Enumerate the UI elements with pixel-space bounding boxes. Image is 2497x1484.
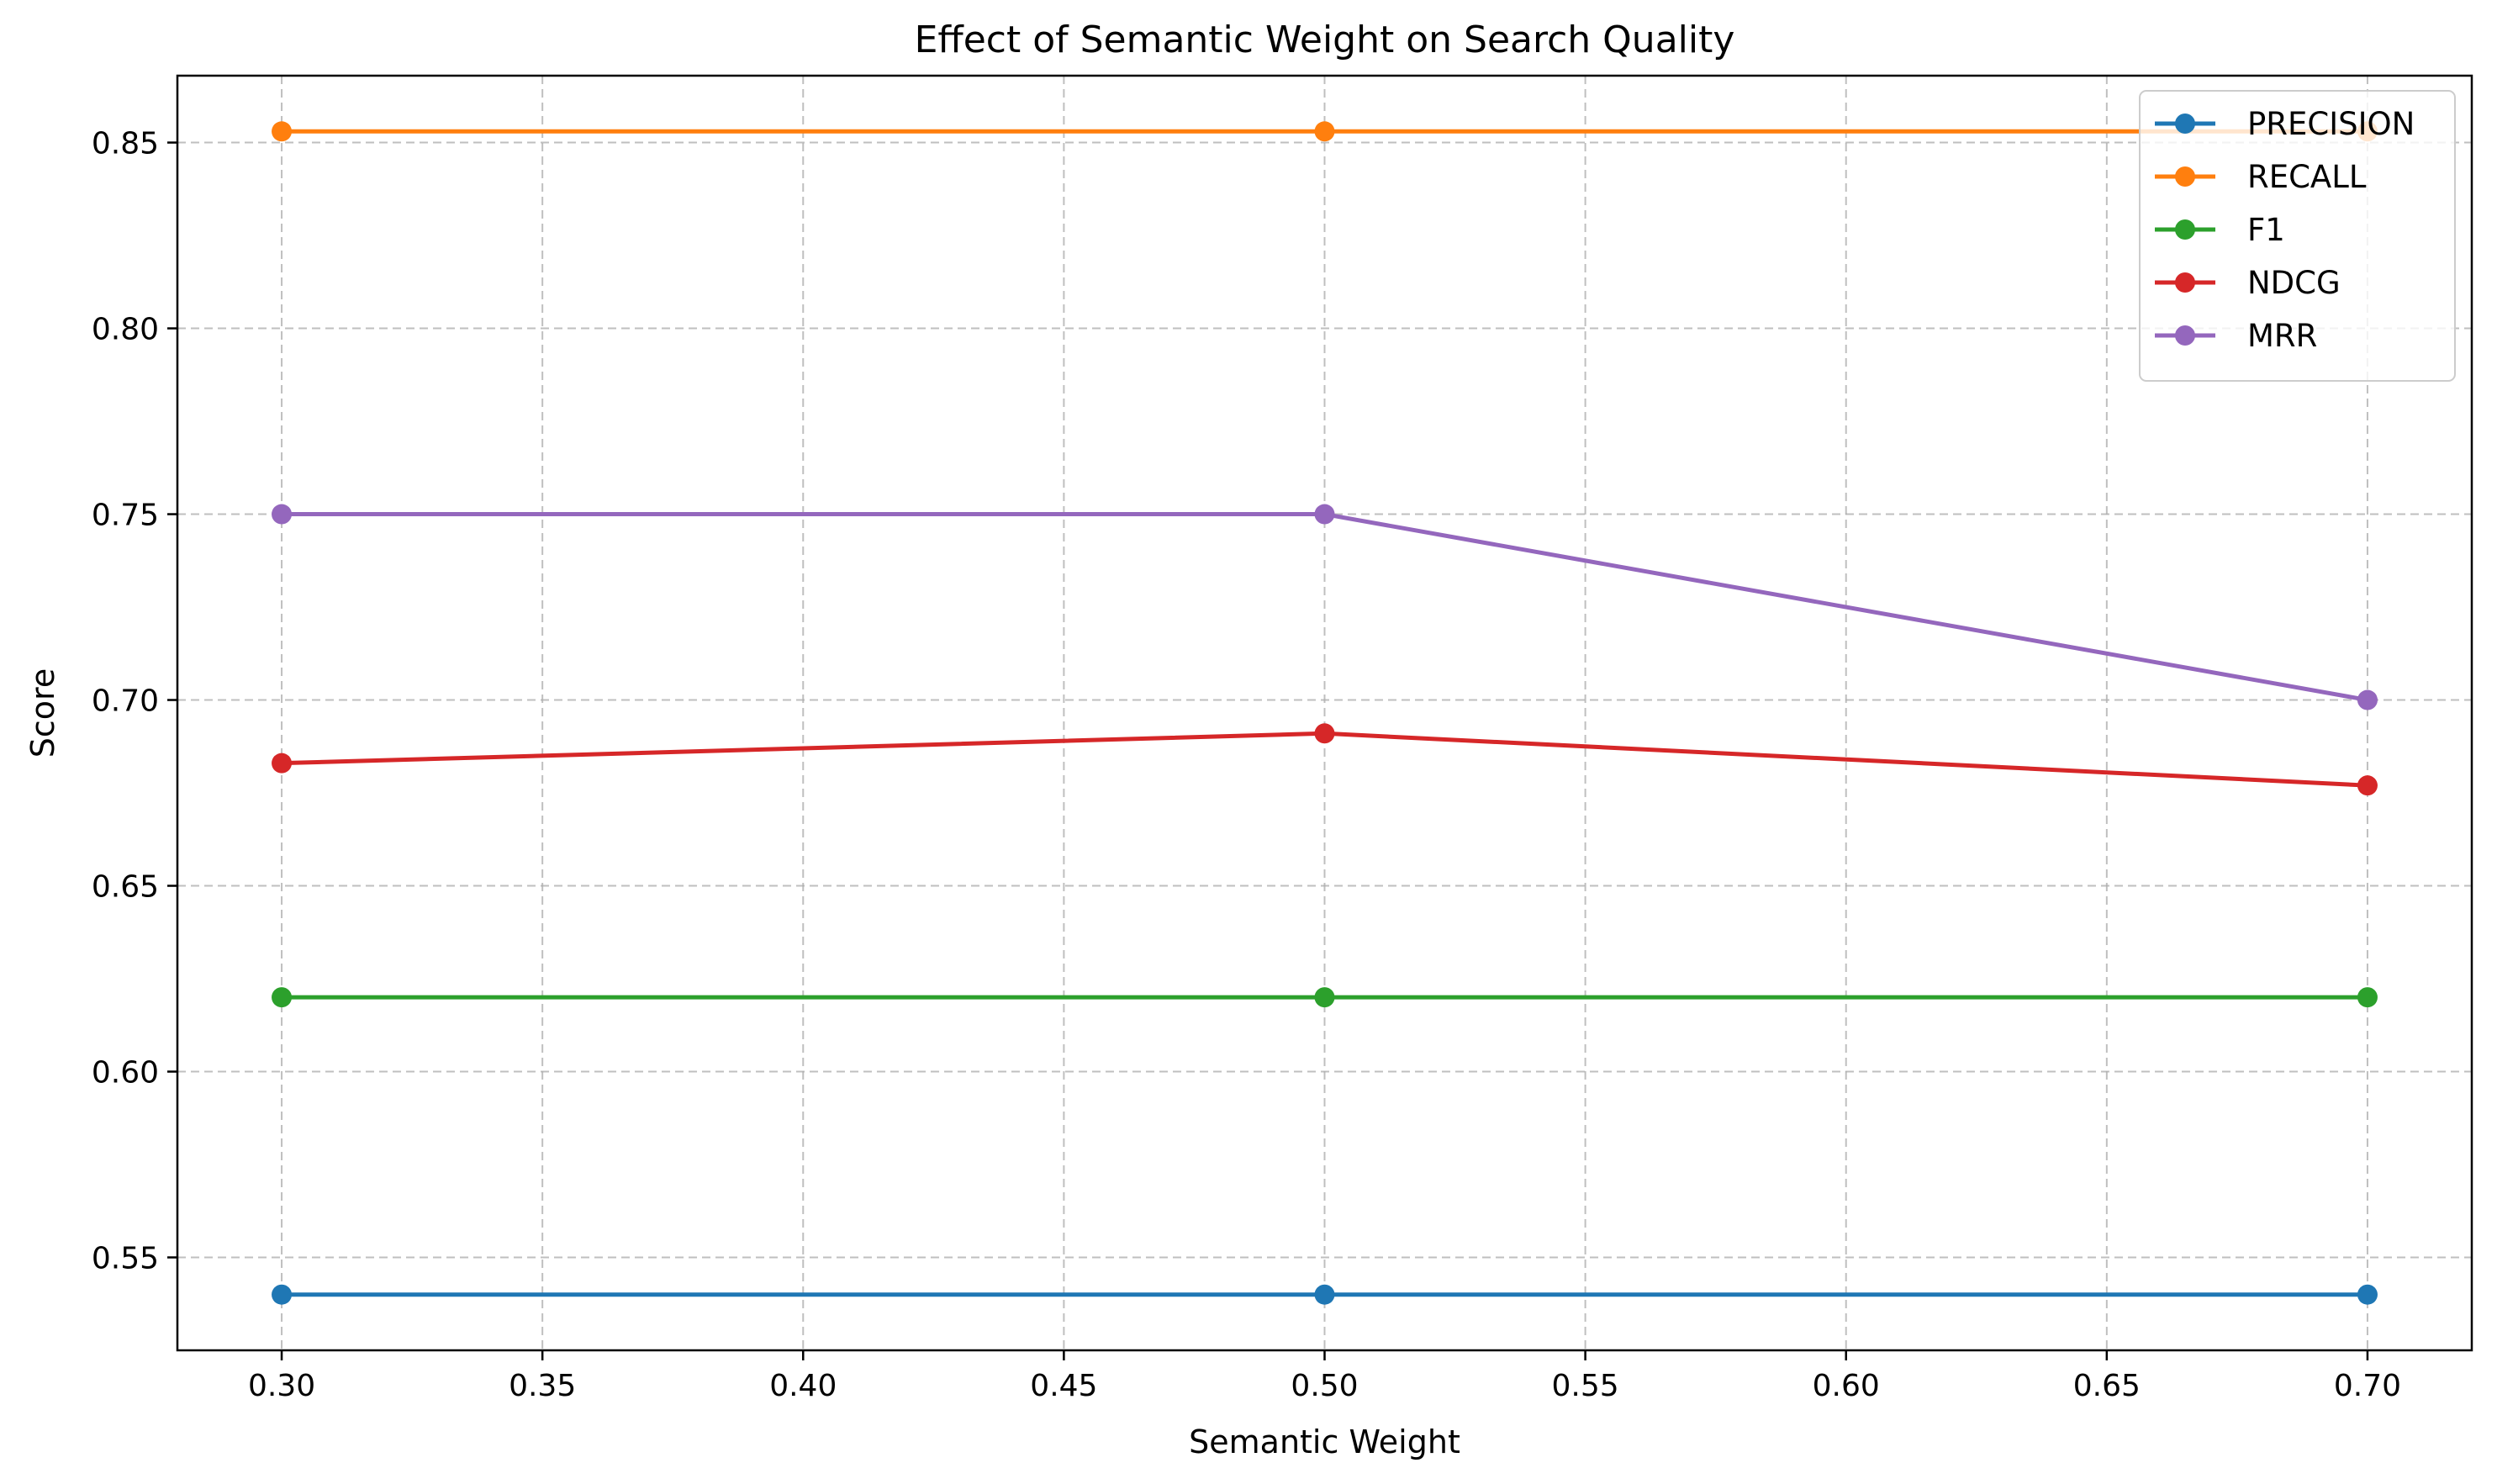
data-point-f1 xyxy=(2357,987,2378,1008)
y-tick-label: 0.65 xyxy=(92,870,159,905)
series-layer xyxy=(272,121,2378,1305)
legend: PRECISION RECALL F1 NDCG MRR xyxy=(2139,90,2456,382)
axis-ticks: 0.30 0.35 0.40 0.45 0.50 0.55 0.60 0.65 0.70 0.55… xyxy=(92,127,2401,1403)
legend-item-f1: F1 xyxy=(2155,212,2285,248)
data-point-recall xyxy=(1314,121,1335,142)
x-tick-label: 0.65 xyxy=(2073,1369,2141,1403)
legend-marker xyxy=(2175,219,2195,240)
y-tick-label: 0.60 xyxy=(92,1056,159,1091)
x-tick-label: 0.45 xyxy=(1030,1369,1097,1403)
legend-item-mrr: MRR xyxy=(2155,318,2317,354)
y-tick-label: 0.75 xyxy=(92,499,159,533)
legend-item-precision: PRECISION xyxy=(2155,106,2415,142)
legend-label: NDCG xyxy=(2247,265,2341,301)
legend-item-recall: RECALL xyxy=(2155,159,2367,195)
y-axis-label: Score xyxy=(24,668,61,758)
x-axis-label: Semantic Weight xyxy=(1189,1423,1460,1460)
legend-label: MRR xyxy=(2247,318,2317,354)
chart-title: Effect of Semantic Weight on Search Qual… xyxy=(915,18,1735,61)
data-point-ndcg xyxy=(2357,775,2378,796)
data-point-ndcg xyxy=(272,753,293,774)
data-point-precision xyxy=(2357,1284,2378,1305)
legend-marker xyxy=(2175,325,2195,346)
grid xyxy=(177,76,2472,1350)
y-tick-label: 0.85 xyxy=(92,127,159,161)
x-tick-label: 0.60 xyxy=(1813,1369,1880,1403)
data-point-f1 xyxy=(272,987,293,1008)
data-point-precision xyxy=(272,1284,293,1305)
data-point-recall xyxy=(272,121,293,142)
series-precision xyxy=(272,1284,2378,1305)
legend-label: PRECISION xyxy=(2247,106,2415,142)
data-point-mrr xyxy=(272,504,293,525)
legend-marker xyxy=(2175,272,2195,293)
x-tick-label: 0.55 xyxy=(1552,1369,1619,1403)
y-tick-label: 0.55 xyxy=(92,1242,159,1276)
data-point-mrr xyxy=(1314,504,1335,525)
legend-box xyxy=(2139,90,2456,382)
legend-label: F1 xyxy=(2247,212,2285,248)
legend-item-ndcg: NDCG xyxy=(2155,265,2341,301)
data-point-f1 xyxy=(1314,987,1335,1008)
x-tick-label: 0.40 xyxy=(769,1369,837,1403)
data-point-ndcg xyxy=(1314,723,1335,744)
legend-label: RECALL xyxy=(2247,159,2367,195)
x-tick-label: 0.35 xyxy=(509,1369,576,1403)
y-tick-label: 0.70 xyxy=(92,684,159,719)
series-ndcg xyxy=(272,723,2378,796)
legend-marker xyxy=(2175,166,2195,187)
series-mrr xyxy=(272,504,2378,710)
data-point-mrr xyxy=(2357,689,2378,710)
series-f1 xyxy=(272,987,2378,1008)
x-tick-label: 0.30 xyxy=(248,1369,315,1403)
x-tick-label: 0.50 xyxy=(1291,1369,1358,1403)
legend-marker xyxy=(2175,114,2195,134)
y-tick-label: 0.80 xyxy=(92,313,159,347)
x-tick-label: 0.70 xyxy=(2334,1369,2401,1403)
data-point-precision xyxy=(1314,1284,1335,1305)
